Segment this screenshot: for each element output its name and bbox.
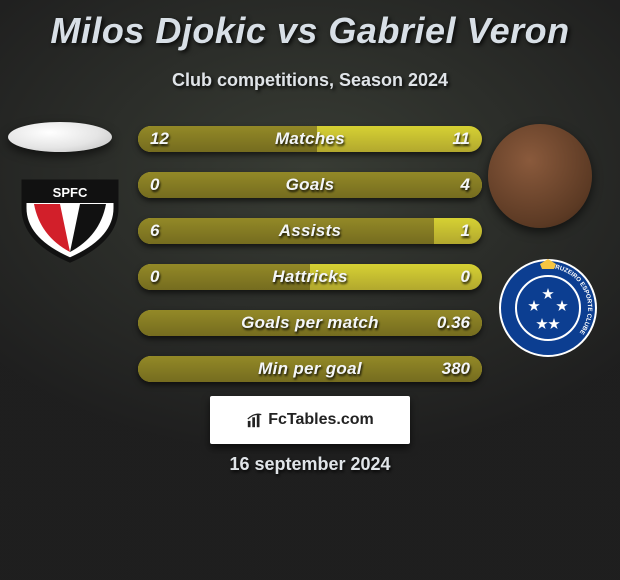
club-badge-left: SPFC bbox=[20, 178, 120, 264]
stat-label: Matches bbox=[138, 126, 482, 152]
stat-row: Goals per match0.36 bbox=[138, 310, 482, 336]
stat-value-right: 1 bbox=[461, 218, 470, 244]
chart-icon bbox=[246, 411, 264, 429]
stat-value-left: 0 bbox=[150, 172, 159, 198]
stat-label: Goals per match bbox=[138, 310, 482, 336]
stat-value-left: 12 bbox=[150, 126, 169, 152]
stat-value-right: 0 bbox=[461, 264, 470, 290]
stat-label: Assists bbox=[138, 218, 482, 244]
stat-label: Min per goal bbox=[138, 356, 482, 382]
club-badge-right: CRUZEIRO ESPORTE CLUBE bbox=[498, 258, 598, 346]
stat-value-left: 0 bbox=[150, 264, 159, 290]
avatar-player-left bbox=[8, 122, 112, 152]
subtitle: Club competitions, Season 2024 bbox=[0, 70, 620, 91]
stats-bars: Matches1211Goals04Assists61Hattricks00Go… bbox=[138, 126, 482, 402]
stat-row: Min per goal380 bbox=[138, 356, 482, 382]
stat-value-left: 6 bbox=[150, 218, 159, 244]
stat-label: Goals bbox=[138, 172, 482, 198]
club-left-text: SPFC bbox=[53, 185, 88, 200]
stat-row: Goals0 4 bbox=[138, 172, 482, 198]
stat-row: Hattricks0 0 bbox=[138, 264, 482, 290]
date-label: 16 september 2024 bbox=[0, 454, 620, 475]
page-title: Milos Djokic vs Gabriel Veron bbox=[0, 10, 620, 52]
stat-value-right: 11 bbox=[452, 126, 470, 152]
attribution-text: FcTables.com bbox=[268, 411, 374, 429]
stat-value-right: 0.36 bbox=[437, 310, 470, 336]
stat-value-right: 380 bbox=[442, 356, 470, 382]
stat-label: Hattricks bbox=[138, 264, 482, 290]
stat-value-right: 4 bbox=[461, 172, 470, 198]
avatar-player-right bbox=[488, 124, 592, 228]
attribution-box: FcTables.com bbox=[210, 396, 410, 444]
stat-row: Assists6 1 bbox=[138, 218, 482, 244]
stat-row: Matches12 11 bbox=[138, 126, 482, 152]
